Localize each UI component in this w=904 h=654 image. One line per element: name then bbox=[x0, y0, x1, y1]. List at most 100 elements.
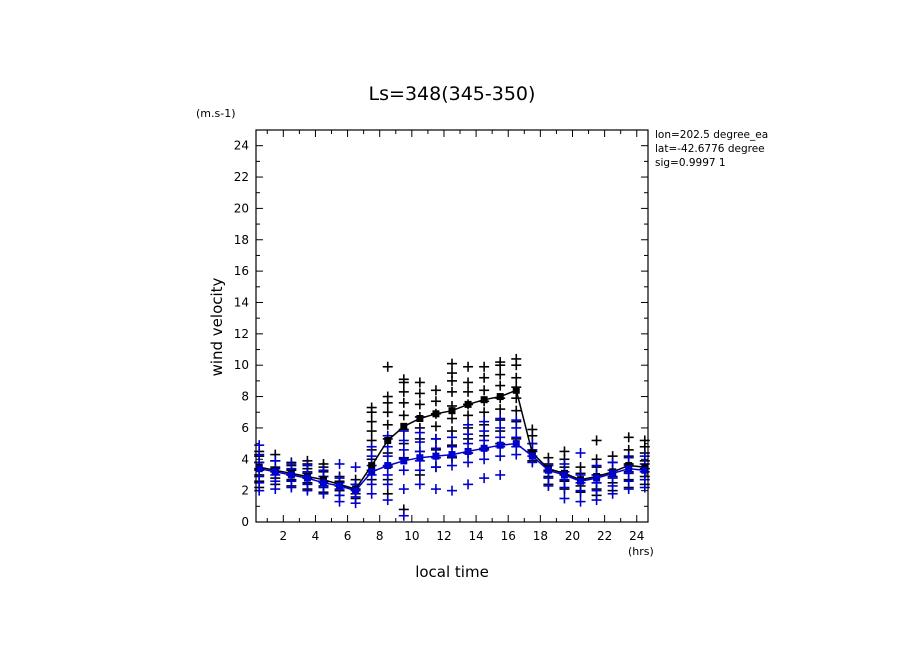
chart-title: Ls=348(345-350) bbox=[369, 83, 536, 105]
sample-point bbox=[382, 451, 393, 462]
sample-point bbox=[463, 419, 474, 430]
sample-point bbox=[430, 443, 441, 454]
mean-point bbox=[416, 415, 424, 423]
sample-point bbox=[479, 407, 490, 418]
sample-point bbox=[591, 460, 602, 471]
x-tick-label: 18 bbox=[533, 529, 548, 543]
sample-point bbox=[447, 358, 457, 369]
x-tick-label: 12 bbox=[436, 529, 451, 543]
x-tick-label: 14 bbox=[468, 529, 483, 543]
x-tick-label: 4 bbox=[312, 529, 320, 543]
sample-point bbox=[447, 460, 457, 471]
sample-point bbox=[414, 388, 425, 399]
sample-point bbox=[511, 372, 522, 383]
y-tick-label: 16 bbox=[234, 264, 249, 278]
sample-point bbox=[559, 493, 570, 504]
sample-point bbox=[591, 435, 602, 446]
mean-point bbox=[432, 410, 440, 418]
sample-point bbox=[447, 386, 457, 397]
sample-point bbox=[479, 426, 490, 437]
x-tick-label: 16 bbox=[501, 529, 516, 543]
mean-point bbox=[400, 422, 408, 430]
mean-point bbox=[336, 482, 344, 490]
sample-point bbox=[366, 488, 377, 499]
y-tick-label: 2 bbox=[241, 484, 249, 498]
sample-point bbox=[447, 485, 457, 496]
sample-point bbox=[495, 369, 506, 380]
sample-point bbox=[463, 386, 474, 397]
mean-point bbox=[560, 471, 568, 479]
sample-point bbox=[495, 451, 506, 462]
sample-point bbox=[479, 385, 490, 396]
sample-point bbox=[559, 458, 570, 469]
x-tick-label: 6 bbox=[344, 529, 352, 543]
sample-point bbox=[334, 458, 345, 469]
sample-point bbox=[463, 457, 474, 468]
sample-point bbox=[527, 424, 538, 435]
y-tick-label: 4 bbox=[241, 452, 249, 466]
sample-point bbox=[366, 451, 377, 462]
x-axis-label: local time bbox=[415, 563, 489, 581]
y-tick-label: 0 bbox=[241, 515, 249, 529]
mean-point bbox=[512, 386, 520, 394]
plot-frame bbox=[255, 129, 649, 523]
sample-point bbox=[414, 377, 425, 388]
sample-point bbox=[495, 422, 506, 433]
sample-point bbox=[430, 484, 441, 495]
sample-point bbox=[463, 361, 474, 372]
sample-point bbox=[447, 413, 457, 424]
sample-point bbox=[479, 454, 490, 465]
y-axis-label: wind velocity bbox=[208, 277, 226, 376]
y-tick-label: 6 bbox=[241, 421, 249, 435]
mean-point bbox=[544, 466, 552, 474]
sample-point bbox=[495, 380, 506, 391]
y-tick-label: 24 bbox=[234, 139, 249, 153]
info-line-lon: lon=202.5 degree_ea bbox=[655, 129, 768, 141]
sample-point bbox=[414, 399, 425, 410]
mean-point bbox=[625, 465, 633, 473]
sample-point bbox=[382, 361, 393, 372]
x-tick-label: 2 bbox=[279, 529, 287, 543]
mean-point bbox=[464, 400, 472, 408]
mean-point bbox=[496, 441, 504, 449]
x-tick-label: 8 bbox=[376, 529, 384, 543]
sample-point bbox=[607, 457, 618, 468]
sample-point bbox=[398, 374, 409, 385]
mean-point bbox=[496, 393, 504, 401]
sample-point bbox=[302, 460, 313, 471]
mean-point bbox=[303, 474, 311, 482]
x-tick-label: 22 bbox=[597, 529, 612, 543]
mean-point bbox=[593, 474, 601, 482]
mean-point bbox=[271, 468, 279, 476]
y-tick-label: 20 bbox=[234, 201, 249, 215]
mean-lines bbox=[255, 386, 649, 495]
sample-point bbox=[398, 397, 409, 408]
sample-point bbox=[623, 432, 634, 443]
sample-point bbox=[511, 353, 522, 364]
sample-point bbox=[382, 469, 393, 480]
sample-point bbox=[286, 458, 297, 469]
mean-point bbox=[528, 452, 536, 460]
sample-point bbox=[463, 410, 474, 421]
mean-point bbox=[255, 465, 263, 473]
sample-point bbox=[479, 416, 490, 427]
sample-point bbox=[430, 396, 441, 407]
sample-point bbox=[463, 438, 474, 449]
mean-point bbox=[384, 436, 392, 444]
mean-point bbox=[577, 477, 585, 485]
sample-point bbox=[511, 393, 522, 404]
sample-point bbox=[430, 433, 441, 444]
x-tick-label: 10 bbox=[404, 529, 419, 543]
mean-point bbox=[609, 469, 617, 477]
sample-point bbox=[463, 377, 474, 388]
mean-point bbox=[368, 462, 376, 470]
sample-point bbox=[366, 402, 377, 413]
sample-point bbox=[591, 495, 602, 506]
sample-point bbox=[398, 510, 409, 521]
sample-point bbox=[366, 416, 377, 427]
sample-point bbox=[414, 479, 425, 490]
sample-point bbox=[430, 462, 441, 473]
info-line-lat: lat=-42.6776 degree bbox=[655, 143, 765, 155]
x-tick-label: 24 bbox=[629, 529, 644, 543]
